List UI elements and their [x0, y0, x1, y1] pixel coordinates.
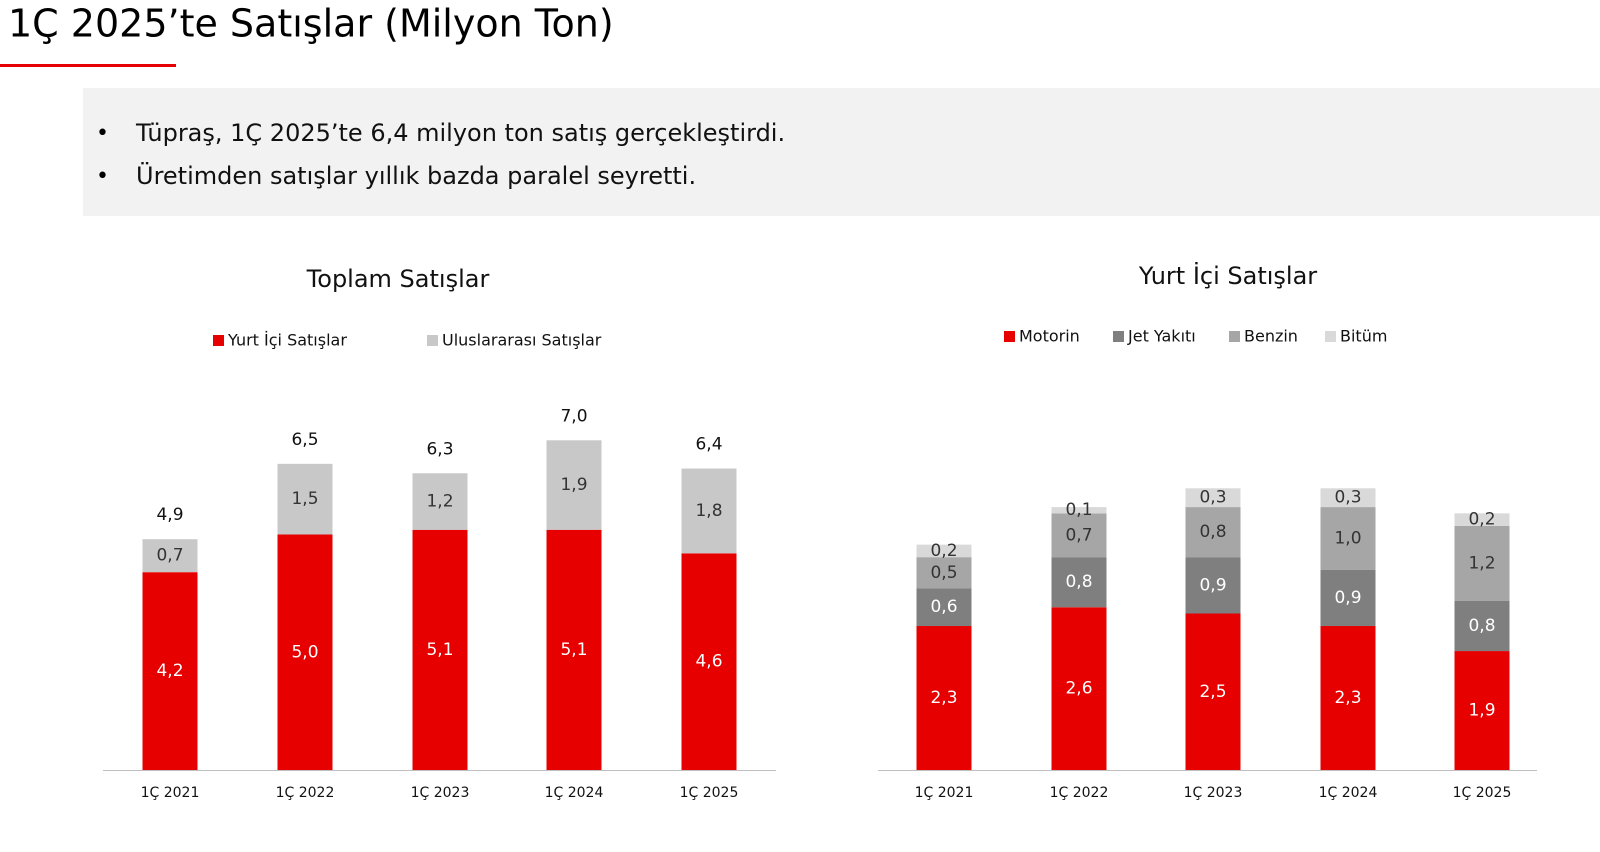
legend-label: Benzin	[1244, 327, 1298, 346]
bullet-dot: •	[96, 164, 109, 189]
data-label: 2,3	[930, 688, 957, 708]
legend-label: Bitüm	[1340, 327, 1387, 346]
data-label: 0,3	[1199, 488, 1226, 508]
bar-segment	[277, 463, 333, 535]
bar-segment	[142, 572, 198, 770]
bullet-text: Üretimden satışlar yıllık bazda paralel …	[136, 161, 696, 190]
data-label: 1,2	[426, 492, 453, 512]
data-label: 0,9	[1334, 588, 1361, 608]
chart-title: Yurt İçi Satışlar	[1138, 261, 1317, 290]
data-label: 5,1	[560, 640, 587, 660]
legend-label: Uluslararası Satışlar	[442, 331, 602, 350]
data-label: 0,8	[1065, 572, 1092, 592]
data-label: 1,2	[1468, 553, 1495, 573]
legend-swatch	[1004, 331, 1015, 342]
bar-segment	[1051, 507, 1107, 514]
title-underline	[0, 64, 176, 67]
bar-segment	[142, 539, 198, 573]
bar-segment	[1454, 600, 1510, 652]
bullet-text: Tüpraş, 1Ç 2025’te 6,4 milyon ton satış …	[135, 119, 785, 147]
bar-segment	[546, 440, 602, 530]
bullet-dot: •	[96, 121, 109, 146]
data-label: 0,2	[1468, 510, 1495, 530]
bar-segment	[546, 529, 602, 770]
data-label: 1,9	[1468, 701, 1495, 721]
data-label: 5,0	[291, 642, 318, 662]
x-tick-label: 1Ç 2025	[680, 785, 739, 801]
data-label: 0,2	[930, 541, 957, 561]
data-label: 1,9	[560, 475, 587, 495]
data-label: 0,1	[1065, 500, 1092, 520]
chart-title: Toplam Satışlar	[306, 265, 490, 293]
x-tick-label: 1Ç 2023	[411, 785, 470, 801]
page-title: 1Ç 2025’te Satışlar (Milyon Ton)	[8, 2, 614, 46]
legend-swatch	[213, 335, 224, 346]
bar-segment	[681, 553, 737, 770]
bar-segment	[916, 626, 972, 770]
data-label: 5,1	[426, 640, 453, 660]
bar-segment	[1320, 488, 1376, 508]
legend-swatch	[1325, 331, 1336, 342]
legend-swatch	[427, 335, 438, 346]
bar-segment	[1185, 488, 1241, 508]
data-label: 0,7	[156, 546, 183, 566]
bar-segment	[1051, 607, 1107, 770]
legend-swatch	[1113, 331, 1124, 342]
data-label: 2,3	[1334, 688, 1361, 708]
legend-label: Yurt İçi Satışlar	[227, 331, 347, 350]
x-tick-label: 1Ç 2021	[915, 785, 974, 801]
bar-segment	[681, 468, 737, 554]
data-label: 0,5	[930, 563, 957, 583]
bar-segment	[916, 588, 972, 627]
bar-segment	[1320, 626, 1376, 770]
data-label: 2,6	[1065, 679, 1092, 699]
data-label: 2,5	[1199, 682, 1226, 702]
bar-segment	[1454, 525, 1510, 601]
bar-segment	[277, 534, 333, 770]
x-tick-label: 1Ç 2022	[1050, 785, 1109, 801]
data-label: 0,9	[1199, 575, 1226, 595]
data-label: 1,0	[1334, 528, 1361, 548]
bar-segment	[1320, 507, 1376, 570]
total-label: 6,4	[695, 435, 722, 455]
total-label: 6,3	[426, 439, 453, 459]
x-tick-label: 1Ç 2023	[1184, 785, 1243, 801]
data-label: 0,8	[1199, 522, 1226, 542]
total-label: 6,5	[291, 430, 318, 450]
data-label: 4,6	[695, 652, 722, 672]
total-label: 7,0	[560, 406, 587, 426]
bar-segment	[1051, 557, 1107, 608]
data-label: 1,5	[291, 489, 318, 509]
legend-label: Jet Yakıtı	[1127, 327, 1196, 346]
x-tick-label: 1Ç 2021	[141, 785, 200, 801]
legend-label: Motorin	[1019, 327, 1080, 346]
data-label: 0,8	[1468, 616, 1495, 636]
bar-segment	[412, 529, 468, 770]
bar-segment	[1454, 513, 1510, 526]
x-tick-label: 1Ç 2024	[1319, 785, 1378, 801]
bar-segment	[1320, 569, 1376, 627]
x-tick-label: 1Ç 2024	[545, 785, 604, 801]
bar-segment	[1185, 557, 1241, 614]
summary-box	[83, 88, 1600, 216]
data-label: 4,2	[156, 661, 183, 681]
data-label: 1,8	[695, 501, 722, 521]
bar-segment	[916, 557, 972, 589]
bar-segment	[1185, 613, 1241, 770]
data-label: 0,6	[930, 597, 957, 617]
x-tick-label: 1Ç 2022	[276, 785, 335, 801]
data-label: 0,7	[1065, 525, 1092, 545]
legend-swatch	[1229, 331, 1240, 342]
x-tick-label: 1Ç 2025	[1453, 785, 1512, 801]
total-label: 4,9	[156, 505, 183, 525]
bar-segment	[916, 544, 972, 558]
bar-segment	[412, 473, 468, 530]
data-label: 0,3	[1334, 488, 1361, 508]
bar-segment	[1454, 651, 1510, 770]
bar-segment	[1051, 513, 1107, 558]
bar-segment	[1185, 507, 1241, 558]
